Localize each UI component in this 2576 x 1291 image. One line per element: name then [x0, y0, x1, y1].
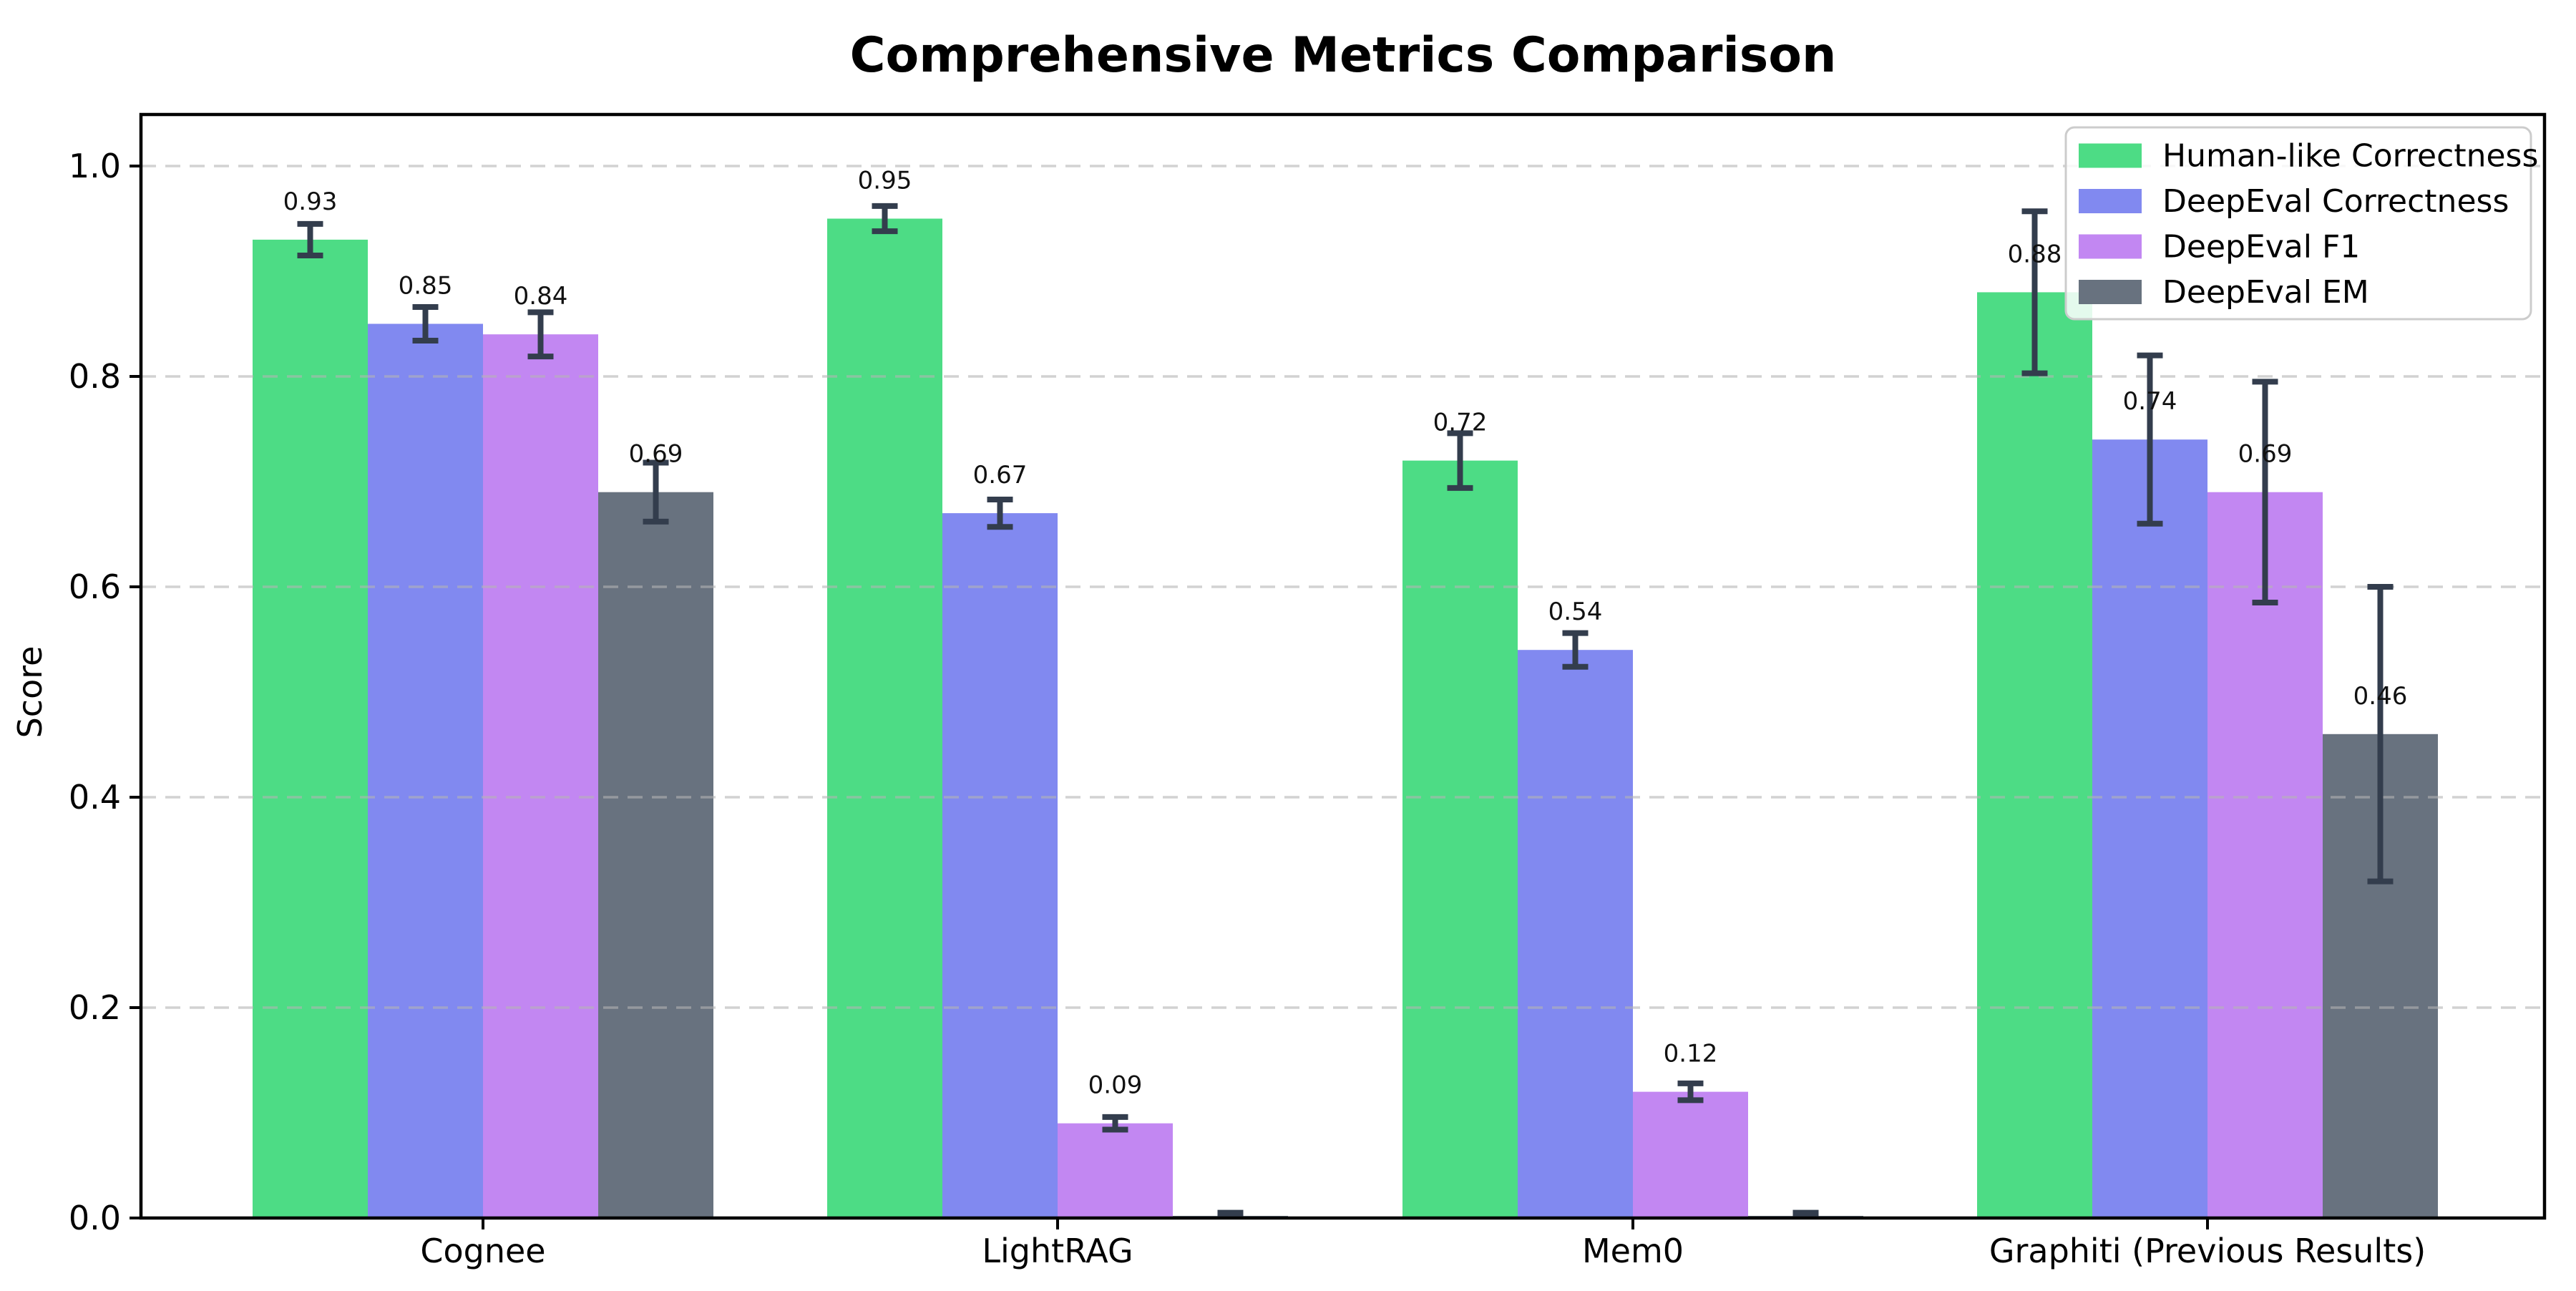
value-label-cognee-deepeval-em: 0.69: [629, 440, 683, 469]
bar-cognee-deepeval-em: [598, 492, 713, 1218]
value-label-lightrag-human-like-correctness: 0.95: [858, 167, 912, 195]
bar-cognee-deepeval-f1: [483, 334, 598, 1219]
value-label-mem0-human-like-correctness: 0.72: [1433, 409, 1488, 437]
bars-layer: [253, 218, 2438, 1219]
bar-graphiti-previous-results-deepeval-f1: [2207, 492, 2323, 1218]
legend: Human-like Correctness DeepEval Correctne…: [2064, 126, 2538, 321]
value-labels-layer: 0.93 0.95 0.72 0.88 0.85 0.67 0.54 0.74 0.84 0.09…: [283, 167, 2408, 1100]
chart-title: Comprehensive Metrics Comparison: [850, 27, 1837, 84]
bar-mem0-deepeval-f1: [1633, 1091, 1748, 1218]
y-tick-label-1.0: 1.0: [69, 147, 121, 185]
bar-graphiti-previous-results-human-like-correctness: [1977, 292, 2092, 1218]
error-bars-layer: [297, 203, 2394, 1219]
axes-layer: 0.0 0.2 0.4 0.6 0.8 1.0 Cognee LightRAG Mem0 Grap…: [69, 112, 2547, 1270]
value-label-cognee-deepeval-f1: 0.84: [514, 282, 568, 311]
y-tick-label-0.2: 0.2: [69, 988, 121, 1027]
value-label-mem0-deepeval-f1: 0.12: [1664, 1040, 1718, 1068]
value-label-graphiti-previous-results-deepeval-em: 0.46: [2353, 682, 2408, 711]
value-label-cognee-human-like-correctness: 0.93: [283, 187, 338, 216]
value-label-graphiti-previous-results-deepeval-f1: 0.69: [2238, 440, 2293, 469]
bar-mem0-deepeval-correctness: [1518, 650, 1633, 1218]
legend-swatch-deepeval-correctness: [2079, 189, 2142, 213]
value-label-graphiti-previous-results-deepeval-correctness: 0.74: [2123, 387, 2177, 416]
y-axis-label: Score: [11, 646, 49, 739]
x-tick-label-lightrag: LightRAG: [982, 1232, 1133, 1270]
legend-label-deepeval-em: DeepEval EM: [2162, 274, 2369, 311]
value-label-graphiti-previous-results-human-like-correctness: 0.88: [2008, 240, 2062, 268]
bar-graphiti-previous-results-deepeval-correctness: [2092, 439, 2207, 1219]
y-tick-label-0.4: 0.4: [69, 778, 121, 817]
legend-swatch-deepeval-f1: [2079, 234, 2142, 259]
bar-cognee-deepeval-correctness: [368, 323, 483, 1218]
value-label-cognee-deepeval-correctness: 0.85: [399, 272, 453, 301]
bar-mem0-human-like-correctness: [1402, 460, 1518, 1218]
y-tick-label-0.6: 0.6: [69, 567, 121, 606]
x-tick-label-graphiti-previous-results: Graphiti (Previous Results): [1989, 1232, 2426, 1270]
plot-border: [139, 112, 2547, 1220]
value-label-lightrag-deepeval-f1: 0.09: [1088, 1071, 1143, 1100]
legend-swatch-human-like-correctness: [2079, 143, 2142, 168]
legend-label-deepeval-correctness: DeepEval Correctness: [2162, 183, 2509, 220]
legend-label-deepeval-f1: DeepEval F1: [2162, 229, 2360, 265]
legend-label-human-like-correctness: Human-like Correctness: [2162, 138, 2538, 175]
value-label-lightrag-deepeval-correctness: 0.67: [973, 461, 1028, 489]
legend-swatch-deepeval-em: [2079, 280, 2142, 304]
x-tick-label-cognee: Cognee: [420, 1232, 545, 1270]
bar-lightrag-deepeval-correctness: [942, 513, 1058, 1218]
value-label-mem0-deepeval-correctness: 0.54: [1548, 598, 1603, 626]
y-tick-label-0.8: 0.8: [69, 357, 121, 396]
y-tick-label-0.0: 0.0: [69, 1199, 121, 1237]
bar-lightrag-deepeval-f1: [1058, 1123, 1173, 1218]
legend-box: [2064, 126, 2532, 321]
bar-lightrag-human-like-correctness: [827, 218, 942, 1218]
bar-cognee-human-like-correctness: [253, 239, 368, 1218]
x-tick-label-mem0: Mem0: [1582, 1232, 1684, 1270]
